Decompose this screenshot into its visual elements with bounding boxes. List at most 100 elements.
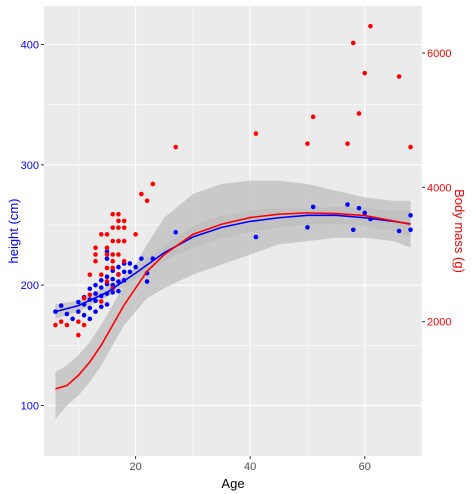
- x-tick-label: 40: [244, 461, 256, 473]
- mass-point: [305, 141, 310, 146]
- height-point: [310, 204, 316, 210]
- height-point: [93, 298, 98, 304]
- height-point: [116, 288, 121, 294]
- height-point: [110, 276, 116, 282]
- mass-point: [173, 144, 179, 150]
- mass-point: [116, 218, 121, 224]
- height-point: [93, 282, 98, 288]
- mass-trend-line: [55, 212, 411, 390]
- height-point: [64, 311, 70, 317]
- mass-point: [76, 319, 81, 324]
- mass-point: [110, 265, 116, 271]
- x-axis-title: Age: [221, 476, 244, 491]
- mass-point: [253, 131, 259, 136]
- mass-point: [121, 218, 127, 224]
- mass-point: [76, 332, 81, 338]
- mass-point: [104, 265, 110, 271]
- height-point: [396, 228, 402, 234]
- left-tick-label: 400: [21, 40, 39, 52]
- mass-point: [110, 211, 116, 217]
- mass-point: [81, 322, 87, 328]
- height-point: [127, 261, 133, 266]
- mass-point: [139, 191, 144, 197]
- mass-point: [58, 319, 64, 324]
- height-point: [104, 302, 110, 307]
- height-point: [356, 205, 362, 211]
- mass-point: [110, 238, 116, 244]
- x-tick-label: 20: [130, 461, 142, 473]
- x-tick-label: 60: [359, 461, 371, 473]
- mass-point: [408, 144, 413, 150]
- mass-point: [104, 245, 110, 251]
- data-points: [53, 23, 413, 338]
- height-point: [362, 210, 368, 216]
- mass-point: [104, 252, 110, 257]
- mass-point: [150, 181, 156, 187]
- height-point: [76, 299, 81, 305]
- height-point: [133, 264, 138, 270]
- height-point: [144, 279, 150, 284]
- mass-point: [356, 111, 362, 116]
- height-point: [81, 312, 87, 318]
- height-point: [305, 225, 310, 230]
- left-axis-title: height (cm): [6, 198, 21, 263]
- height-point: [58, 303, 64, 308]
- mass-point: [93, 258, 98, 264]
- height-point: [173, 229, 179, 235]
- left-tick-label: 100: [21, 400, 39, 412]
- mass-point: [116, 252, 121, 257]
- mass-point: [362, 70, 368, 76]
- mass-point: [350, 40, 356, 46]
- mass-point: [93, 245, 98, 251]
- height-point: [116, 264, 121, 270]
- height-point: [104, 256, 110, 261]
- right-axis-title: Body mass (g): [452, 189, 467, 273]
- height-point: [110, 290, 116, 295]
- height-point: [408, 227, 413, 233]
- height-point: [253, 234, 259, 240]
- height-point: [408, 213, 413, 218]
- height-point: [139, 256, 144, 261]
- mass-point: [121, 225, 127, 230]
- left-tick-label: 300: [21, 160, 39, 172]
- height-point: [121, 269, 127, 275]
- height-point: [53, 309, 58, 314]
- mass-point: [53, 322, 58, 328]
- height-point: [345, 202, 350, 207]
- height-point: [70, 316, 75, 322]
- left-tick-label: 200: [21, 280, 39, 292]
- mass-point: [345, 141, 350, 146]
- mass-point: [116, 238, 121, 244]
- height-point: [93, 291, 98, 296]
- mass-point: [396, 74, 402, 79]
- x-axis-ticks: 20 40 60: [130, 456, 371, 473]
- mass-point: [110, 225, 116, 230]
- mass-point: [87, 292, 93, 298]
- height-point: [98, 285, 104, 290]
- right-tick-label: 6000: [427, 48, 451, 60]
- height-point: [87, 286, 93, 292]
- mass-point: [116, 211, 121, 217]
- height-point: [93, 309, 98, 314]
- mass-point: [93, 252, 98, 257]
- height-point: [116, 279, 121, 284]
- trend-lines: [55, 212, 411, 390]
- mass-point: [121, 258, 127, 264]
- mass-point: [98, 299, 104, 304]
- mass-point: [81, 295, 87, 301]
- mass-point: [144, 198, 150, 204]
- mass-point: [116, 272, 121, 277]
- left-axis-ticks: 100 200 300 400: [21, 40, 44, 412]
- height-point: [104, 274, 110, 280]
- height-point: [87, 305, 93, 311]
- right-tick-label: 4000: [427, 182, 451, 194]
- mass-point: [110, 252, 116, 257]
- mass-point: [116, 225, 121, 230]
- mass-point: [98, 232, 104, 237]
- mass-point: [87, 272, 93, 277]
- mass-point: [133, 232, 138, 237]
- mass-point: [64, 322, 70, 328]
- height-point: [87, 316, 93, 322]
